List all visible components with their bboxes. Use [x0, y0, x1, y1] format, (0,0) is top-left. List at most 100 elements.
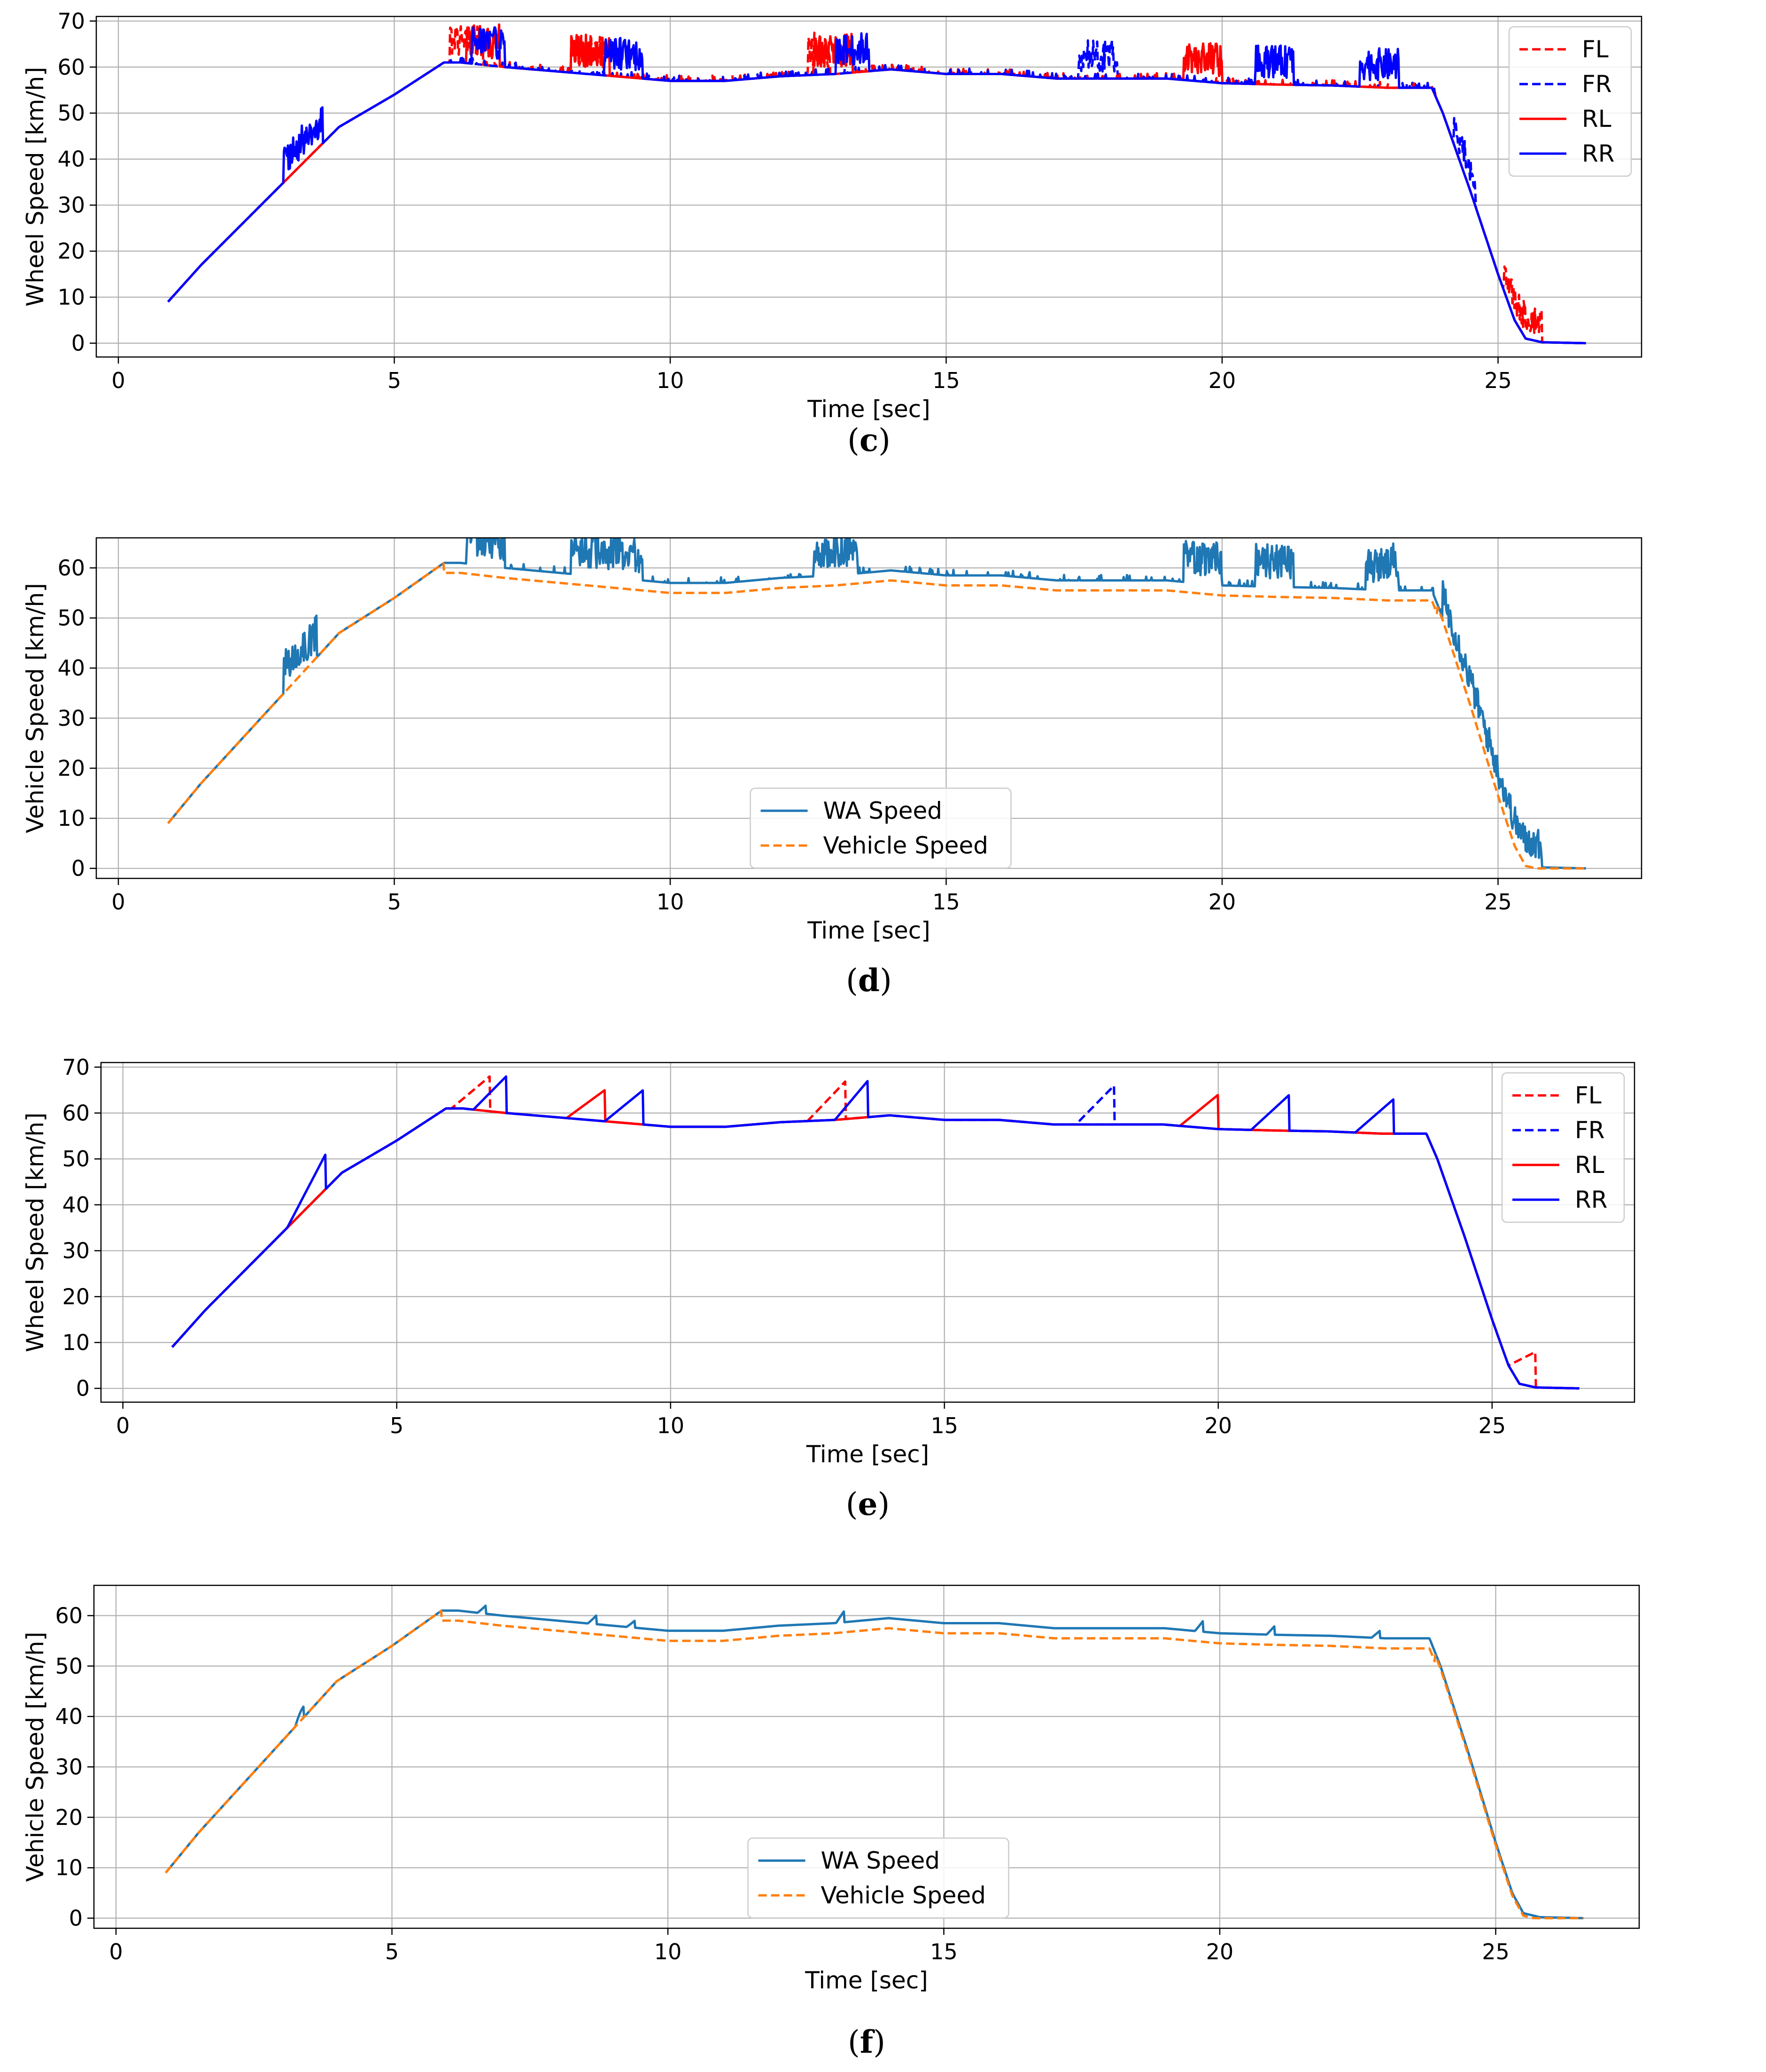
chart-panel-f: 0 5 10 15 20 25 0 10 20 30 40 50 60 Time [sec] Vehicle…: [22, 1584, 1640, 2060]
x-tick-label: 0: [111, 368, 125, 393]
legend-label: Vehicle Speed: [821, 1882, 986, 1909]
y-tick-label: 30: [57, 706, 85, 731]
y-tick-label: 60: [62, 1100, 90, 1125]
legend-label: FL: [1582, 36, 1609, 63]
y-tick-label: 20: [55, 1805, 83, 1830]
axes-frame: [100, 1062, 1635, 1403]
x-tick-label: 10: [657, 889, 684, 915]
x-tick-label: 0: [109, 1939, 123, 1964]
y-tick-label: 50: [55, 1653, 83, 1679]
chart-panel-d: 0 5 10 15 20 25 0 10 20 30 40 50 60 Time [sec] Vehicle…: [22, 537, 1642, 999]
x-tick-label: 15: [932, 889, 960, 915]
y-axis-label: Vehicle Speed [km/h]: [22, 583, 49, 833]
x-tick-label: 5: [385, 1939, 399, 1964]
series-line-vehicle-speed: [167, 562, 1587, 870]
x-tick-label: 0: [116, 1413, 130, 1438]
x-tick-label: 5: [390, 1413, 403, 1438]
legend-label: RR: [1582, 140, 1614, 167]
x-tick-label: 20: [1208, 368, 1236, 393]
panel-caption: (e): [846, 1486, 890, 1522]
y-tick-label: 70: [57, 8, 85, 34]
x-tick-label: 15: [932, 368, 960, 393]
legend: WA Speed Vehicle Speed: [747, 1837, 1009, 1919]
series-line-fl: [171, 1075, 1580, 1390]
x-tick-label: 15: [930, 1413, 958, 1438]
x-tick-label: 20: [1206, 1939, 1234, 1964]
y-axis-label: Vehicle Speed [km/h]: [22, 1632, 49, 1882]
legend-label: Vehicle Speed: [823, 832, 988, 859]
x-tick-label: 10: [654, 1939, 682, 1964]
legend-label: RR: [1575, 1186, 1607, 1213]
series-line-rr: [171, 1075, 1580, 1390]
series-group: [171, 1075, 1580, 1390]
y-tick-label: 10: [55, 1855, 83, 1880]
y-axis-label: Wheel Speed [km/h]: [22, 1112, 49, 1352]
x-tick-label: 25: [1482, 1939, 1510, 1964]
y-tick-label: 50: [57, 101, 85, 126]
y-tick-label: 40: [62, 1192, 90, 1218]
x-tick-label: 15: [930, 1939, 958, 1964]
panel-caption: (f): [848, 2024, 885, 2060]
y-tick-label: 60: [57, 555, 85, 581]
y-tick-label: 0: [69, 1906, 83, 1931]
legend-label: FR: [1582, 70, 1612, 98]
chart-panel-e: 0 5 10 15 20 25 0 10 20 30 40 50 60 70 Time [sec] Wheel…: [22, 1055, 1635, 1522]
x-tick-label: 5: [387, 368, 401, 393]
legend: FL FR RL RR: [1508, 26, 1632, 177]
x-axis-label: Time [sec]: [807, 917, 930, 944]
y-tick-label: 50: [62, 1146, 90, 1172]
x-tick-label: 20: [1205, 1413, 1232, 1438]
y-tick-label: 20: [62, 1284, 90, 1309]
x-tick-label: 20: [1208, 889, 1236, 915]
legend: FL FR RL RR: [1501, 1072, 1625, 1223]
x-axis-label: Time [sec]: [805, 1967, 928, 1994]
panel-caption: (d): [846, 962, 892, 999]
y-tick-label: 40: [57, 655, 85, 681]
x-tick-label: 25: [1479, 1413, 1506, 1438]
legend-box: [1508, 26, 1632, 177]
y-tick-label: 30: [57, 193, 85, 218]
x-axis-label: Time [sec]: [807, 396, 930, 423]
y-tick-label: 30: [55, 1754, 83, 1779]
legend-label: FR: [1575, 1117, 1605, 1144]
series-line-vehicle-speed: [164, 1609, 1584, 1919]
x-axis-label: Time [sec]: [806, 1441, 929, 1468]
y-tick-label: 70: [62, 1055, 90, 1080]
y-tick-label: 10: [57, 806, 85, 831]
y-tick-label: 20: [57, 755, 85, 781]
x-tick-label: 25: [1484, 889, 1512, 915]
legend-box: [747, 1837, 1009, 1919]
y-tick-label: 10: [62, 1330, 90, 1355]
legend-label: RL: [1575, 1151, 1604, 1179]
y-tick-label: 40: [55, 1704, 83, 1729]
y-axis-label: Wheel Speed [km/h]: [22, 67, 49, 306]
legend-box: [750, 787, 1012, 869]
y-tick-label: 0: [71, 331, 85, 356]
series-group: [167, 538, 1587, 870]
legend-label: FL: [1575, 1082, 1602, 1109]
x-tick-label: 0: [111, 889, 125, 915]
x-tick-label: 5: [387, 889, 401, 915]
legend-label: WA Speed: [821, 1847, 940, 1874]
series-line-rr: [167, 26, 1587, 345]
x-tick-label: 10: [657, 368, 684, 393]
y-tick-label: 60: [57, 54, 85, 80]
x-tick-label: 10: [657, 1413, 684, 1438]
y-tick-label: 30: [62, 1238, 90, 1264]
axes-frame: [95, 16, 1642, 358]
y-tick-label: 0: [71, 856, 85, 881]
series-line-rl: [171, 1089, 1580, 1390]
y-tick-label: 0: [76, 1376, 90, 1401]
axes-frame: [95, 537, 1642, 879]
y-tick-label: 10: [57, 285, 85, 310]
legend-label: RL: [1582, 105, 1611, 132]
series-group: [164, 1604, 1584, 1919]
series-group: [167, 23, 1587, 345]
x-tick-label: 25: [1484, 368, 1512, 393]
y-tick-label: 40: [57, 147, 85, 172]
y-tick-label: 60: [55, 1603, 83, 1628]
axes-frame: [93, 1584, 1640, 1929]
chart-panel-c: 0 5 10 15 20 25 0 10 20 30 40 50 60 70 Time [sec] Wheel…: [22, 8, 1642, 458]
y-tick-label: 20: [57, 239, 85, 264]
